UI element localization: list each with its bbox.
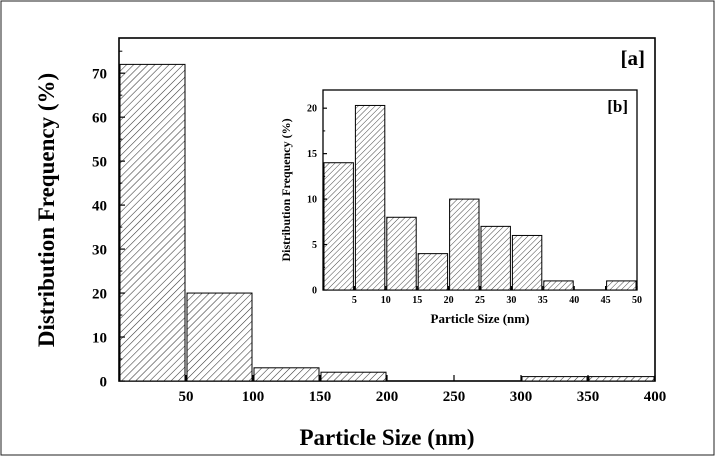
main-x-tick-label: 400: [644, 389, 667, 405]
main-y-tick-label: 70: [92, 66, 107, 82]
main-x-tick-label: 300: [510, 389, 533, 405]
main-x-axis-label: Particle Size (nm): [300, 425, 475, 450]
inset-x-tick-label: 20: [444, 295, 454, 306]
inset-y-tick-label: 20: [307, 104, 317, 115]
main-y-tick-label: 10: [92, 330, 107, 346]
inset-bar: [511, 234, 543, 291]
main-y-tick-label: 0: [100, 374, 108, 390]
main-bar: [521, 376, 588, 382]
inset-y-tick-label: 10: [307, 195, 317, 206]
inset-x-tick-label: 35: [538, 295, 548, 306]
main-x-tick-label: 50: [179, 389, 194, 405]
inset-bar: [417, 253, 449, 291]
inset-bar: [449, 198, 480, 291]
main-x-tick-label: 100: [242, 389, 265, 405]
inset-y-tick-label: 15: [307, 149, 317, 160]
main-bars: [119, 63, 655, 382]
main-panel-label: [a]: [621, 46, 646, 70]
main-bar: [119, 63, 186, 382]
inset-x-tick-label: 25: [475, 295, 485, 306]
main-bar: [320, 371, 387, 382]
inset-y-tick-label: 0: [312, 286, 317, 297]
inset-x-tick-label: 15: [412, 295, 422, 306]
main-y-tick-label: 50: [92, 154, 107, 170]
inset-bar: [480, 225, 511, 291]
inset-bar: [606, 280, 637, 291]
inset-ticks: 5 10 15 20 25 30 35 40 45 50 0 5 10 15 20: [307, 104, 642, 306]
inset-panel-label: [b]: [607, 97, 628, 116]
main-y-tick-label: 40: [92, 198, 107, 214]
inset-x-tick-label: 5: [352, 295, 357, 306]
inset-bars: [323, 104, 637, 291]
main-x-tick-label: 150: [309, 389, 332, 405]
inset-x-tick-label: 50: [632, 295, 642, 306]
inset-x-tick-label: 30: [506, 295, 516, 306]
main-x-tick-label: 350: [577, 389, 600, 405]
main-y-tick-label: 30: [92, 242, 107, 258]
inset-chart: 5 10 15 20 25 30 35 40 45 50 0 5 10 15 20 [b] Particle…: [279, 89, 642, 326]
inset-x-tick-label: 45: [601, 295, 611, 306]
main-x-tick-label: 250: [443, 389, 466, 405]
main-bar: [186, 292, 253, 382]
main-y-tick-label: 60: [92, 110, 107, 126]
main-y-axis-label: Distribution Frequency (%): [34, 73, 59, 347]
inset-y-tick-label: 5: [312, 240, 317, 251]
main-x-tick-label: 200: [376, 389, 399, 405]
inset-bar: [354, 104, 386, 291]
inset-x-axis-label: Particle Size (nm): [431, 311, 530, 326]
inset-x-tick-label: 10: [381, 295, 391, 306]
inset-bar: [386, 216, 417, 291]
inset-bar: [323, 162, 354, 291]
main-bar: [253, 367, 320, 382]
main-bar: [588, 376, 655, 382]
inset-y-axis-label: Distribution Frequency (%): [279, 118, 293, 261]
inset-x-tick-label: 40: [569, 295, 579, 306]
inset-bar: [543, 280, 574, 291]
main-y-tick-label: 20: [92, 286, 107, 302]
